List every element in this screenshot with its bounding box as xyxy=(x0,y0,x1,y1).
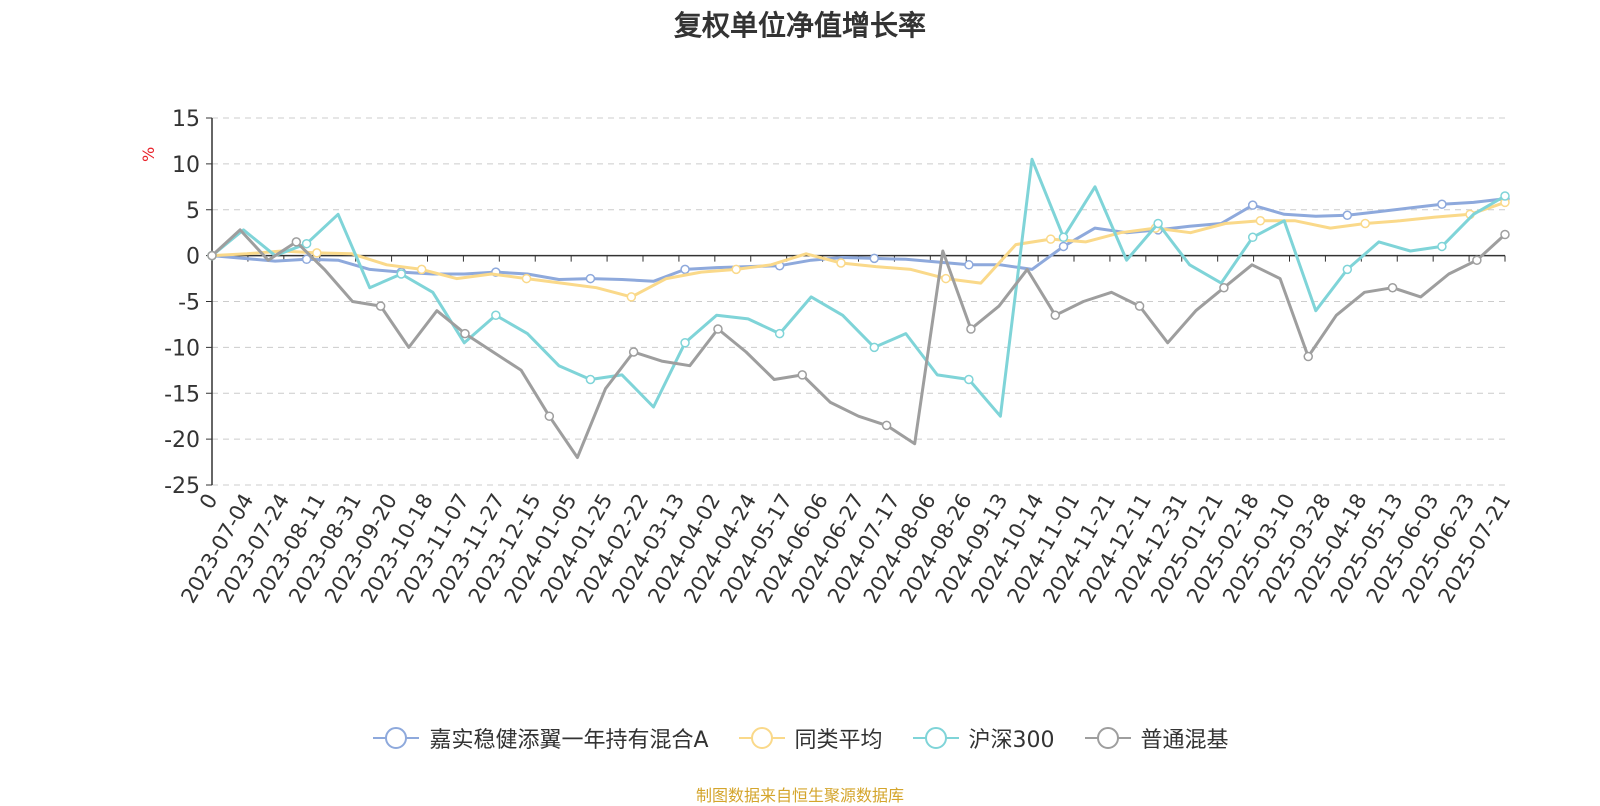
series-lines xyxy=(207,157,1510,459)
y-tick-label-5: -10 xyxy=(164,336,200,361)
series-2-point-24 xyxy=(964,374,974,385)
series-2-point-6 xyxy=(396,269,406,279)
series-3-point-36 xyxy=(1219,282,1229,293)
series-1-point-6 xyxy=(416,264,427,275)
y-tick-label-7: -20 xyxy=(164,428,200,453)
series-2-point-33 xyxy=(1247,232,1258,243)
series-line-1 xyxy=(211,200,1506,299)
series-0-point-27 xyxy=(1058,241,1069,252)
series-2-point-30 xyxy=(1153,218,1163,229)
series-3-point-27 xyxy=(966,324,976,334)
y-tick-label-2: 5 xyxy=(186,199,200,224)
series-3-point-33 xyxy=(1134,301,1145,311)
series-3-point-15 xyxy=(628,347,639,357)
y-tick-label-3: 0 xyxy=(186,245,200,270)
chart-title: 复权单位净值增长率 xyxy=(673,9,926,42)
series-0-point-36 xyxy=(1342,210,1353,221)
series-0-point-21 xyxy=(869,253,880,264)
legend-label-3: 普通混基 xyxy=(1140,728,1229,753)
series-1-point-24 xyxy=(1045,234,1056,244)
legend-item-series-1[interactable]: 同类平均 xyxy=(737,722,883,754)
series-1-point-18 xyxy=(836,258,846,268)
series-2-point-21 xyxy=(869,342,880,353)
series-0-point-15 xyxy=(680,264,690,275)
y-axis-unit: % xyxy=(139,147,158,162)
series-3-point-6 xyxy=(375,301,386,311)
legend-symbol-0 xyxy=(373,727,420,749)
series-0-point-3 xyxy=(301,254,312,265)
series-2-point-12 xyxy=(585,374,596,385)
y-tick-label-4: -5 xyxy=(178,291,200,316)
series-line-3 xyxy=(210,228,1507,459)
series-1-point-3 xyxy=(312,248,322,258)
legend-symbol-3 xyxy=(1084,727,1131,749)
series-2-point-3 xyxy=(301,238,312,249)
series-2-point-27 xyxy=(1058,232,1069,243)
series-1-point-33 xyxy=(1360,218,1370,229)
series-2-point-41 xyxy=(1500,191,1510,201)
legend: 嘉实稳健添翼一年持有混合A 同类平均 沪深300 普通混基 xyxy=(0,722,1600,754)
series-2-point-18 xyxy=(774,328,785,339)
series-0-point-39 xyxy=(1437,199,1447,209)
legend-label-2: 沪深300 xyxy=(968,728,1055,753)
y-tick-label-0: 15 xyxy=(172,107,200,132)
series-3-point-12 xyxy=(544,411,555,421)
series-3-point-42 xyxy=(1387,282,1398,293)
series-3-point-0 xyxy=(207,250,217,261)
legend-item-series-0[interactable]: 嘉实稳健添翼一年持有混合A xyxy=(371,722,709,754)
series-line-0 xyxy=(211,197,1506,283)
series-3-point-21 xyxy=(797,370,808,380)
data-source-note: 制图数据来自恒生聚源数据库 xyxy=(695,786,904,805)
series-1-point-9 xyxy=(521,273,532,284)
series-3-point-39 xyxy=(1303,351,1313,362)
legend-symbol-2 xyxy=(912,727,959,749)
line-chart: 151050-5-10-15-20-2502023-07-042023-07-2… xyxy=(139,107,1515,607)
series-1-point-30 xyxy=(1255,216,1266,226)
series-3-point-18 xyxy=(713,324,723,334)
series-2-point-9 xyxy=(491,310,501,321)
series-2-point-39 xyxy=(1437,241,1447,252)
series-1-point-15 xyxy=(731,264,741,275)
legend-item-series-3[interactable]: 普通混基 xyxy=(1083,722,1229,754)
series-0-point-24 xyxy=(964,260,974,270)
legend-symbol-1 xyxy=(738,727,785,749)
x-tick-label-0: 0 xyxy=(195,490,222,514)
legend-label-0: 嘉实稳健添翼一年持有混合A xyxy=(429,728,709,753)
y-tick-label-6: -15 xyxy=(164,382,200,407)
series-3-point-46 xyxy=(1500,229,1510,240)
series-2-point-36 xyxy=(1342,264,1353,275)
series-3-point-30 xyxy=(1050,310,1061,321)
series-2-point-15 xyxy=(680,338,690,348)
series-1-point-12 xyxy=(626,292,637,302)
series-line-2 xyxy=(211,157,1506,418)
series-3-point-45 xyxy=(1472,255,1482,265)
series-0-point-33 xyxy=(1247,200,1258,210)
legend-item-series-2[interactable]: 沪深300 xyxy=(911,722,1055,754)
y-tick-label-1: 10 xyxy=(172,153,200,178)
series-0-point-12 xyxy=(585,273,596,284)
series-3-point-24 xyxy=(881,420,892,431)
legend-label-1: 同类平均 xyxy=(794,728,883,753)
series-3-point-3 xyxy=(291,237,302,247)
series-3-point-9 xyxy=(460,328,470,339)
series-1-point-21 xyxy=(941,273,951,284)
y-tick-label-8: -25 xyxy=(164,474,200,499)
